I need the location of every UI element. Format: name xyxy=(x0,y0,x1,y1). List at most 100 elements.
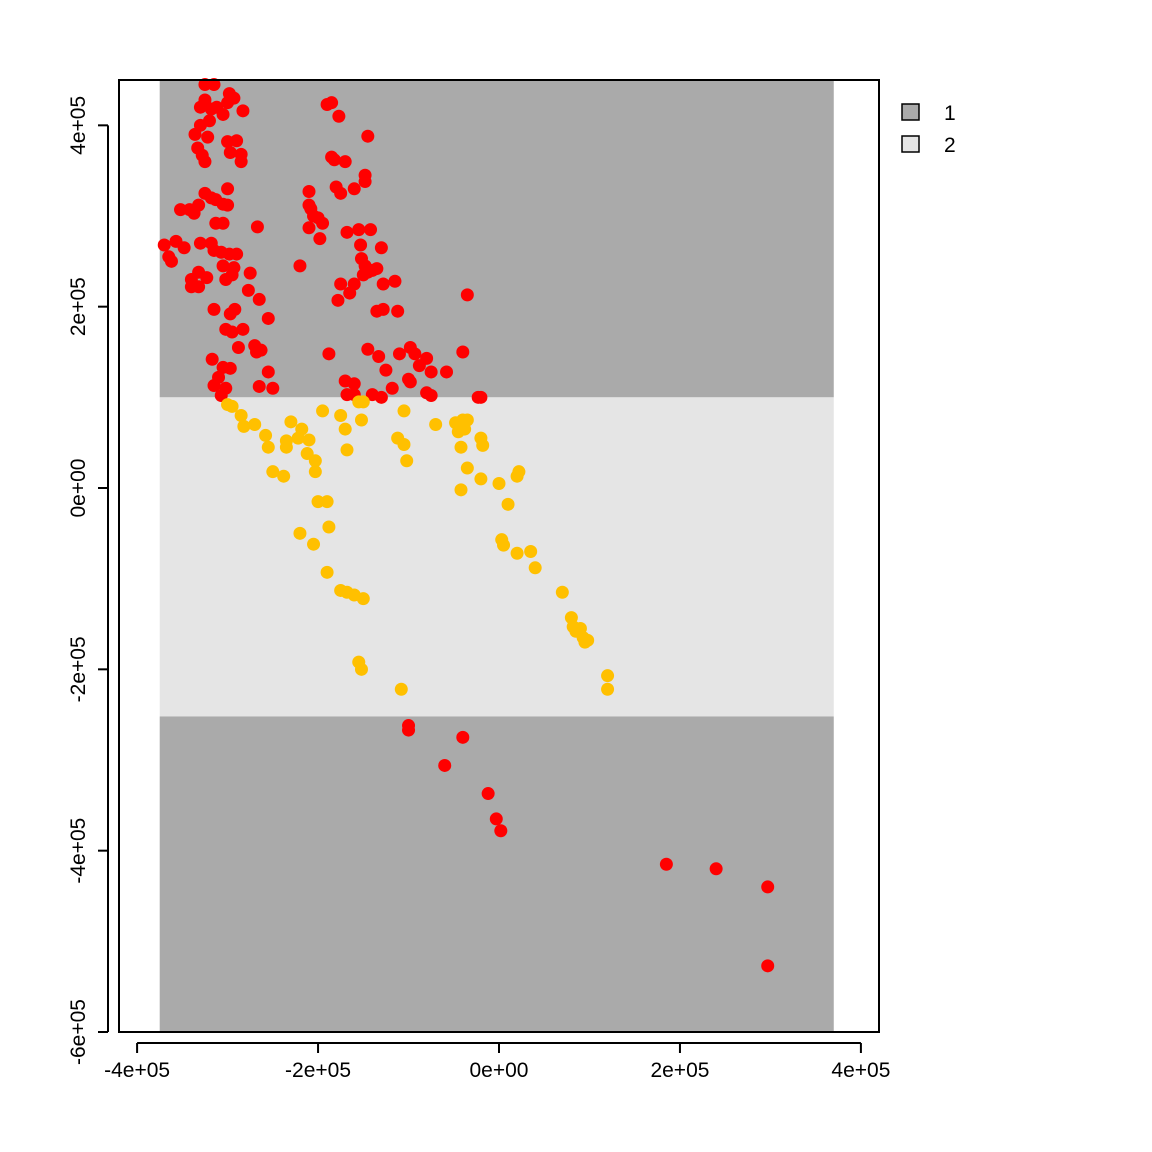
data-point xyxy=(438,758,452,772)
data-point xyxy=(394,682,408,696)
legend: 12 xyxy=(901,102,956,157)
data-point xyxy=(259,428,273,442)
data-point xyxy=(388,274,402,288)
data-point xyxy=(492,476,506,490)
data-point xyxy=(277,469,291,483)
data-point xyxy=(216,259,230,273)
data-point xyxy=(223,146,237,160)
data-point xyxy=(709,862,723,876)
data-point xyxy=(205,352,219,366)
data-point xyxy=(338,422,352,436)
data-point xyxy=(250,345,264,359)
data-point xyxy=(231,340,245,354)
data-point xyxy=(347,377,361,391)
data-point xyxy=(188,127,202,141)
data-point xyxy=(402,723,416,737)
data-point xyxy=(316,404,330,418)
data-point xyxy=(458,422,472,436)
data-point xyxy=(212,370,226,384)
data-point xyxy=(191,141,205,155)
x-tick-label: 4e+05 xyxy=(831,1059,890,1082)
data-point xyxy=(761,880,775,894)
data-point xyxy=(250,220,264,234)
data-point xyxy=(510,546,524,560)
data-point xyxy=(320,495,334,509)
data-point xyxy=(308,465,322,479)
data-point xyxy=(424,365,438,379)
data-point xyxy=(236,322,250,336)
data-point xyxy=(221,198,235,212)
data-point xyxy=(334,186,348,200)
data-point xyxy=(391,304,405,318)
data-point xyxy=(243,266,257,280)
data-point xyxy=(460,288,474,302)
y-tick-label: 0e+00 xyxy=(67,459,90,518)
data-point xyxy=(316,216,330,230)
data-point xyxy=(454,440,468,454)
data-point xyxy=(601,682,615,696)
data-point xyxy=(338,155,352,169)
data-point xyxy=(302,185,316,199)
data-points xyxy=(157,78,775,973)
data-point xyxy=(207,78,221,92)
y-tick-label: -6e+05 xyxy=(67,999,90,1065)
data-point xyxy=(193,100,207,114)
data-point xyxy=(225,325,239,339)
data-point xyxy=(489,812,503,826)
data-point xyxy=(392,347,406,361)
data-point xyxy=(601,669,615,683)
x-tick-label: -2e+05 xyxy=(285,1059,351,1082)
data-point xyxy=(201,130,215,144)
data-point xyxy=(193,236,207,250)
data-point xyxy=(374,241,388,255)
data-point xyxy=(429,418,443,432)
data-point xyxy=(347,182,361,196)
x-tick-label: 0e+00 xyxy=(470,1059,529,1082)
data-point xyxy=(340,225,354,239)
data-point xyxy=(528,561,542,575)
data-point xyxy=(200,271,214,285)
data-point xyxy=(266,381,280,395)
data-point xyxy=(456,730,470,744)
data-point xyxy=(354,238,368,252)
data-point xyxy=(327,153,341,167)
data-point xyxy=(370,262,384,276)
data-point xyxy=(474,472,488,486)
data-point xyxy=(308,454,322,468)
data-point xyxy=(219,381,233,395)
legend-swatch xyxy=(901,103,920,121)
data-point xyxy=(234,408,248,422)
data-point xyxy=(266,465,280,479)
data-point xyxy=(581,633,595,647)
data-point xyxy=(332,109,346,123)
data-point xyxy=(412,359,426,373)
data-point xyxy=(311,495,325,509)
data-point xyxy=(236,104,250,118)
data-point xyxy=(261,365,275,379)
legend-label: 1 xyxy=(944,102,956,125)
data-point xyxy=(227,91,241,105)
data-point xyxy=(481,787,495,801)
data-point xyxy=(440,365,454,379)
data-point xyxy=(494,824,508,838)
data-point xyxy=(216,216,230,230)
data-point xyxy=(248,418,262,432)
data-point xyxy=(322,520,336,534)
data-point xyxy=(376,277,390,291)
data-point xyxy=(497,538,511,552)
data-point xyxy=(177,241,191,255)
data-point xyxy=(372,350,386,364)
data-point xyxy=(307,537,321,551)
y-tick-label: -2e+05 xyxy=(67,636,90,702)
y-tick-label: -4e+05 xyxy=(67,818,90,884)
data-point xyxy=(164,254,178,268)
raster-zone-class-1 xyxy=(159,80,834,398)
data-point xyxy=(320,97,334,111)
data-point xyxy=(374,390,388,404)
data-point xyxy=(761,959,775,973)
data-point xyxy=(223,361,237,375)
data-point xyxy=(279,434,293,448)
y-tick-label: 2e+05 xyxy=(67,277,90,336)
raster-zone-class-1 xyxy=(159,716,834,1032)
